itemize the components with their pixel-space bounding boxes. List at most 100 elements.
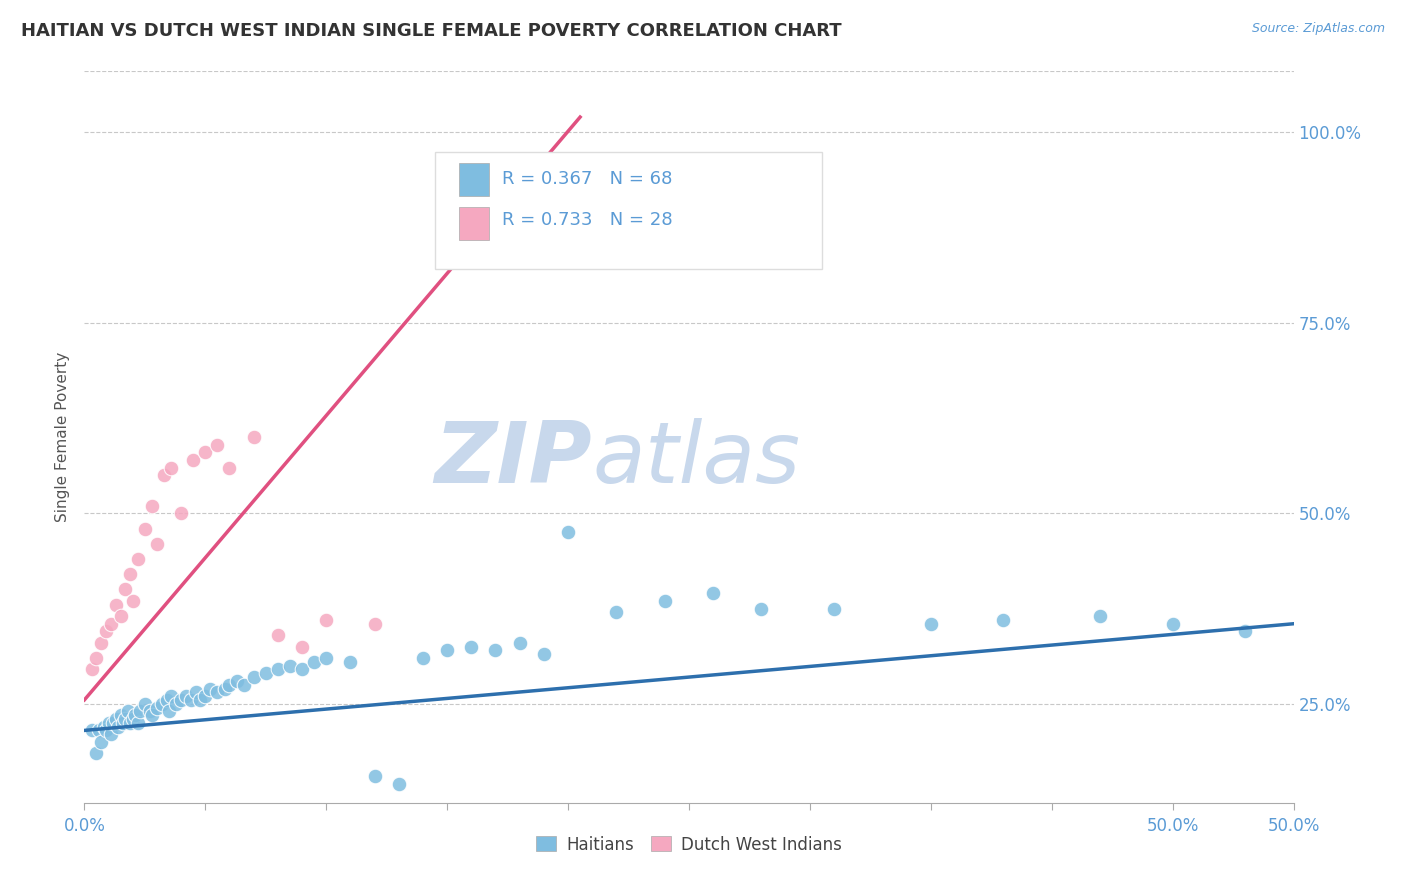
Y-axis label: Single Female Poverty: Single Female Poverty [55,352,70,522]
Point [388,777,411,791]
Point [198,681,221,696]
Point [117,705,139,719]
Point [146,537,169,551]
Point [153,468,176,483]
Point [100,727,122,741]
Point [509,636,531,650]
Point [93,720,115,734]
FancyBboxPatch shape [460,163,489,195]
Point [315,651,337,665]
Point [157,705,180,719]
Point [557,525,579,540]
Point [138,705,160,719]
Point [484,643,506,657]
Point [134,697,156,711]
Point [1088,609,1111,624]
Text: HAITIAN VS DUTCH WEST INDIAN SINGLE FEMALE POVERTY CORRELATION CHART: HAITIAN VS DUTCH WEST INDIAN SINGLE FEMA… [21,22,842,40]
Point [97,715,120,730]
Point [184,685,207,699]
Point [110,708,132,723]
Point [533,647,555,661]
Point [180,693,202,707]
Point [315,613,337,627]
Point [605,605,627,619]
Point [363,769,385,783]
Point [654,594,676,608]
Point [120,715,142,730]
Point [112,715,135,730]
Point [702,586,724,600]
Point [127,715,149,730]
Point [80,723,103,738]
Point [278,658,301,673]
Point [114,712,136,726]
Point [103,715,125,730]
Point [146,700,169,714]
FancyBboxPatch shape [460,207,489,240]
Point [194,445,217,459]
Point [160,689,183,703]
Point [254,666,277,681]
Point [181,453,204,467]
Point [127,552,149,566]
Point [90,735,112,749]
Point [104,598,127,612]
Text: atlas: atlas [592,417,800,500]
Point [233,678,256,692]
Point [94,624,117,639]
Point [170,506,193,520]
Point [363,616,385,631]
Point [170,693,193,707]
Text: Source: ZipAtlas.com: Source: ZipAtlas.com [1251,22,1385,36]
Point [218,460,240,475]
Point [100,616,122,631]
Text: R = 0.733   N = 28: R = 0.733 N = 28 [502,211,672,229]
Point [87,723,110,738]
Point [90,636,112,650]
Point [267,663,290,677]
Point [267,628,290,642]
Point [141,708,163,723]
Point [460,640,482,654]
Point [218,678,240,692]
Point [291,663,314,677]
Point [94,723,117,738]
Point [1234,624,1257,639]
Point [114,582,136,597]
Point [160,460,183,475]
Point [86,746,108,760]
FancyBboxPatch shape [434,152,823,268]
Point [207,685,229,699]
Point [124,708,146,723]
Point [155,693,177,707]
Point [194,689,217,703]
Point [134,521,156,535]
Point [291,640,314,654]
Point [104,712,127,726]
Point [993,613,1015,627]
Point [165,697,187,711]
Point [110,609,132,624]
Text: R = 0.367   N = 68: R = 0.367 N = 68 [502,169,672,188]
Point [1161,616,1184,631]
Point [533,178,555,193]
Point [242,670,264,684]
Point [86,651,108,665]
Point [823,601,845,615]
Point [302,655,325,669]
Point [436,643,458,657]
Text: ZIP: ZIP [434,417,592,500]
Point [80,663,103,677]
Point [412,651,434,665]
Point [339,655,361,669]
Point [920,616,942,631]
Point [207,438,229,452]
Point [129,705,152,719]
Point [141,499,163,513]
Point [225,673,247,688]
Point [214,681,236,696]
Legend: Haitians, Dutch West Indians: Haitians, Dutch West Indians [530,829,848,860]
Point [120,567,142,582]
Point [242,430,264,444]
Point [107,720,129,734]
